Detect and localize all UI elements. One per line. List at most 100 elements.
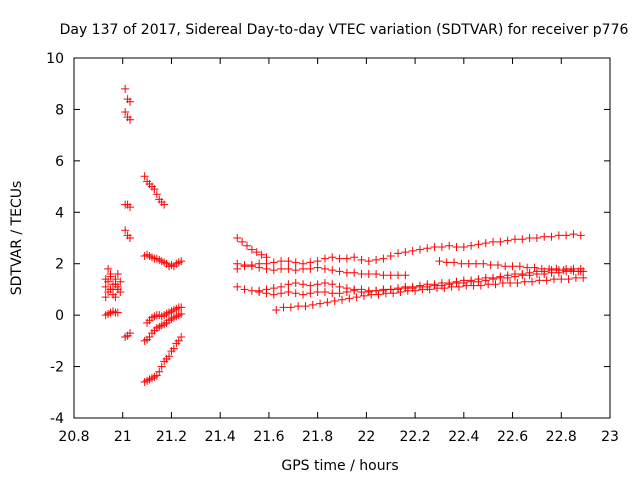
data-point-m7 xyxy=(374,290,383,299)
data-point-m4 xyxy=(523,263,532,272)
data-point-c2 xyxy=(126,115,135,124)
data-point-m5 xyxy=(328,280,337,289)
y-tick-label: 8 xyxy=(55,102,64,118)
data-point-m6 xyxy=(532,270,541,278)
x-tick-label: 21.4 xyxy=(205,429,236,445)
data-point-m7 xyxy=(513,279,522,287)
data-point-g1 xyxy=(104,264,113,273)
data-point-m2 xyxy=(401,248,410,257)
data-point-m2 xyxy=(320,254,329,263)
data-point-m2 xyxy=(357,255,366,264)
data-point-m7 xyxy=(330,297,339,305)
data-point-m2 xyxy=(474,240,483,249)
data-point-m7 xyxy=(411,286,420,295)
data-point-m4 xyxy=(493,261,502,269)
data-point-m6 xyxy=(518,271,527,280)
data-point-m3 xyxy=(306,264,315,273)
data-point-m7 xyxy=(462,281,471,290)
data-point-m1 xyxy=(247,245,256,254)
data-point-m2 xyxy=(532,234,541,242)
data-point-m2 xyxy=(467,241,476,250)
data-point-m3 xyxy=(313,263,322,272)
x-tick-label: 21.6 xyxy=(253,429,284,445)
data-point-m7 xyxy=(403,286,412,295)
data-point-m2 xyxy=(576,231,585,240)
data-point-m2 xyxy=(408,246,417,255)
data-point-m3 xyxy=(394,271,403,280)
data-point-m2 xyxy=(291,258,300,267)
data-point-b1 xyxy=(152,190,161,199)
data-point-m2 xyxy=(547,232,556,241)
x-tick-label: 21.2 xyxy=(156,429,187,445)
data-point-m6 xyxy=(291,289,300,298)
data-point-m2 xyxy=(496,237,505,246)
data-point-m2 xyxy=(525,234,534,242)
data-point-m6 xyxy=(576,267,585,276)
data-point-m7 xyxy=(557,275,566,284)
x-tick-label: 21.8 xyxy=(302,429,333,445)
data-point-m3 xyxy=(386,271,395,280)
data-point-m7 xyxy=(301,302,310,311)
data-point-m6 xyxy=(262,289,271,298)
data-point-m6 xyxy=(489,275,498,284)
data-point-m1 xyxy=(233,234,242,242)
data-point-m2 xyxy=(510,235,519,244)
data-point-m3 xyxy=(372,270,381,278)
data-point-m7 xyxy=(564,275,573,284)
data-point-m2 xyxy=(415,245,424,254)
data-point-g1 xyxy=(116,277,125,286)
data-point-m6 xyxy=(299,290,308,299)
data-point-m6 xyxy=(284,288,293,296)
x-axis-label: GPS time / hours xyxy=(281,458,398,474)
data-point-m5 xyxy=(313,280,322,289)
data-point-m7 xyxy=(338,295,346,304)
data-point-g2 xyxy=(104,277,113,286)
data-point-g2 xyxy=(106,270,115,278)
data-point-m6 xyxy=(510,272,519,281)
data-point-m4 xyxy=(442,258,451,267)
data-point-m7 xyxy=(528,277,537,286)
data-point-b5 xyxy=(177,333,186,341)
data-point-m3 xyxy=(284,264,293,273)
data-point-m7 xyxy=(323,298,332,307)
data-point-m2 xyxy=(503,236,512,245)
data-point-g3 xyxy=(113,285,122,294)
data-point-m2 xyxy=(540,232,549,241)
x-tick-label: 22.2 xyxy=(400,429,431,445)
data-point-m7 xyxy=(476,281,485,290)
x-tick-label: 22.4 xyxy=(448,429,479,445)
data-point-m2 xyxy=(562,231,571,240)
data-point-m7 xyxy=(345,294,354,303)
data-point-m2 xyxy=(394,249,403,258)
data-point-m7 xyxy=(542,276,551,285)
data-point-m7 xyxy=(549,275,558,284)
data-point-m6 xyxy=(335,289,344,298)
data-point-m4 xyxy=(515,262,524,271)
data-point-m7 xyxy=(425,285,434,294)
data-point-m2 xyxy=(269,258,278,267)
data-point-m4 xyxy=(464,259,473,268)
data-point-m7 xyxy=(506,279,515,287)
data-point-m2 xyxy=(372,255,381,264)
data-point-m2 xyxy=(277,257,286,266)
data-point-m3 xyxy=(262,264,271,273)
x-tick-label: 22 xyxy=(357,429,375,445)
data-point-m7 xyxy=(484,280,493,289)
data-point-b2 xyxy=(177,257,186,266)
data-point-m7 xyxy=(359,291,368,300)
data-point-m5 xyxy=(240,285,249,294)
data-point-m2 xyxy=(335,254,344,263)
data-point-m6 xyxy=(350,286,359,295)
data-point-m2 xyxy=(518,235,527,244)
data-point-m4 xyxy=(457,259,466,268)
y-tick-label: 10 xyxy=(46,51,64,67)
data-point-m7 xyxy=(418,285,427,294)
data-point-m4 xyxy=(472,259,480,268)
data-point-m2 xyxy=(423,244,432,253)
data-point-m3 xyxy=(357,270,366,278)
data-point-m5 xyxy=(306,281,315,290)
data-point-m3 xyxy=(379,271,388,280)
data-point-m2 xyxy=(554,231,563,240)
data-point-m6 xyxy=(255,288,264,296)
data-point-m3 xyxy=(401,271,410,280)
